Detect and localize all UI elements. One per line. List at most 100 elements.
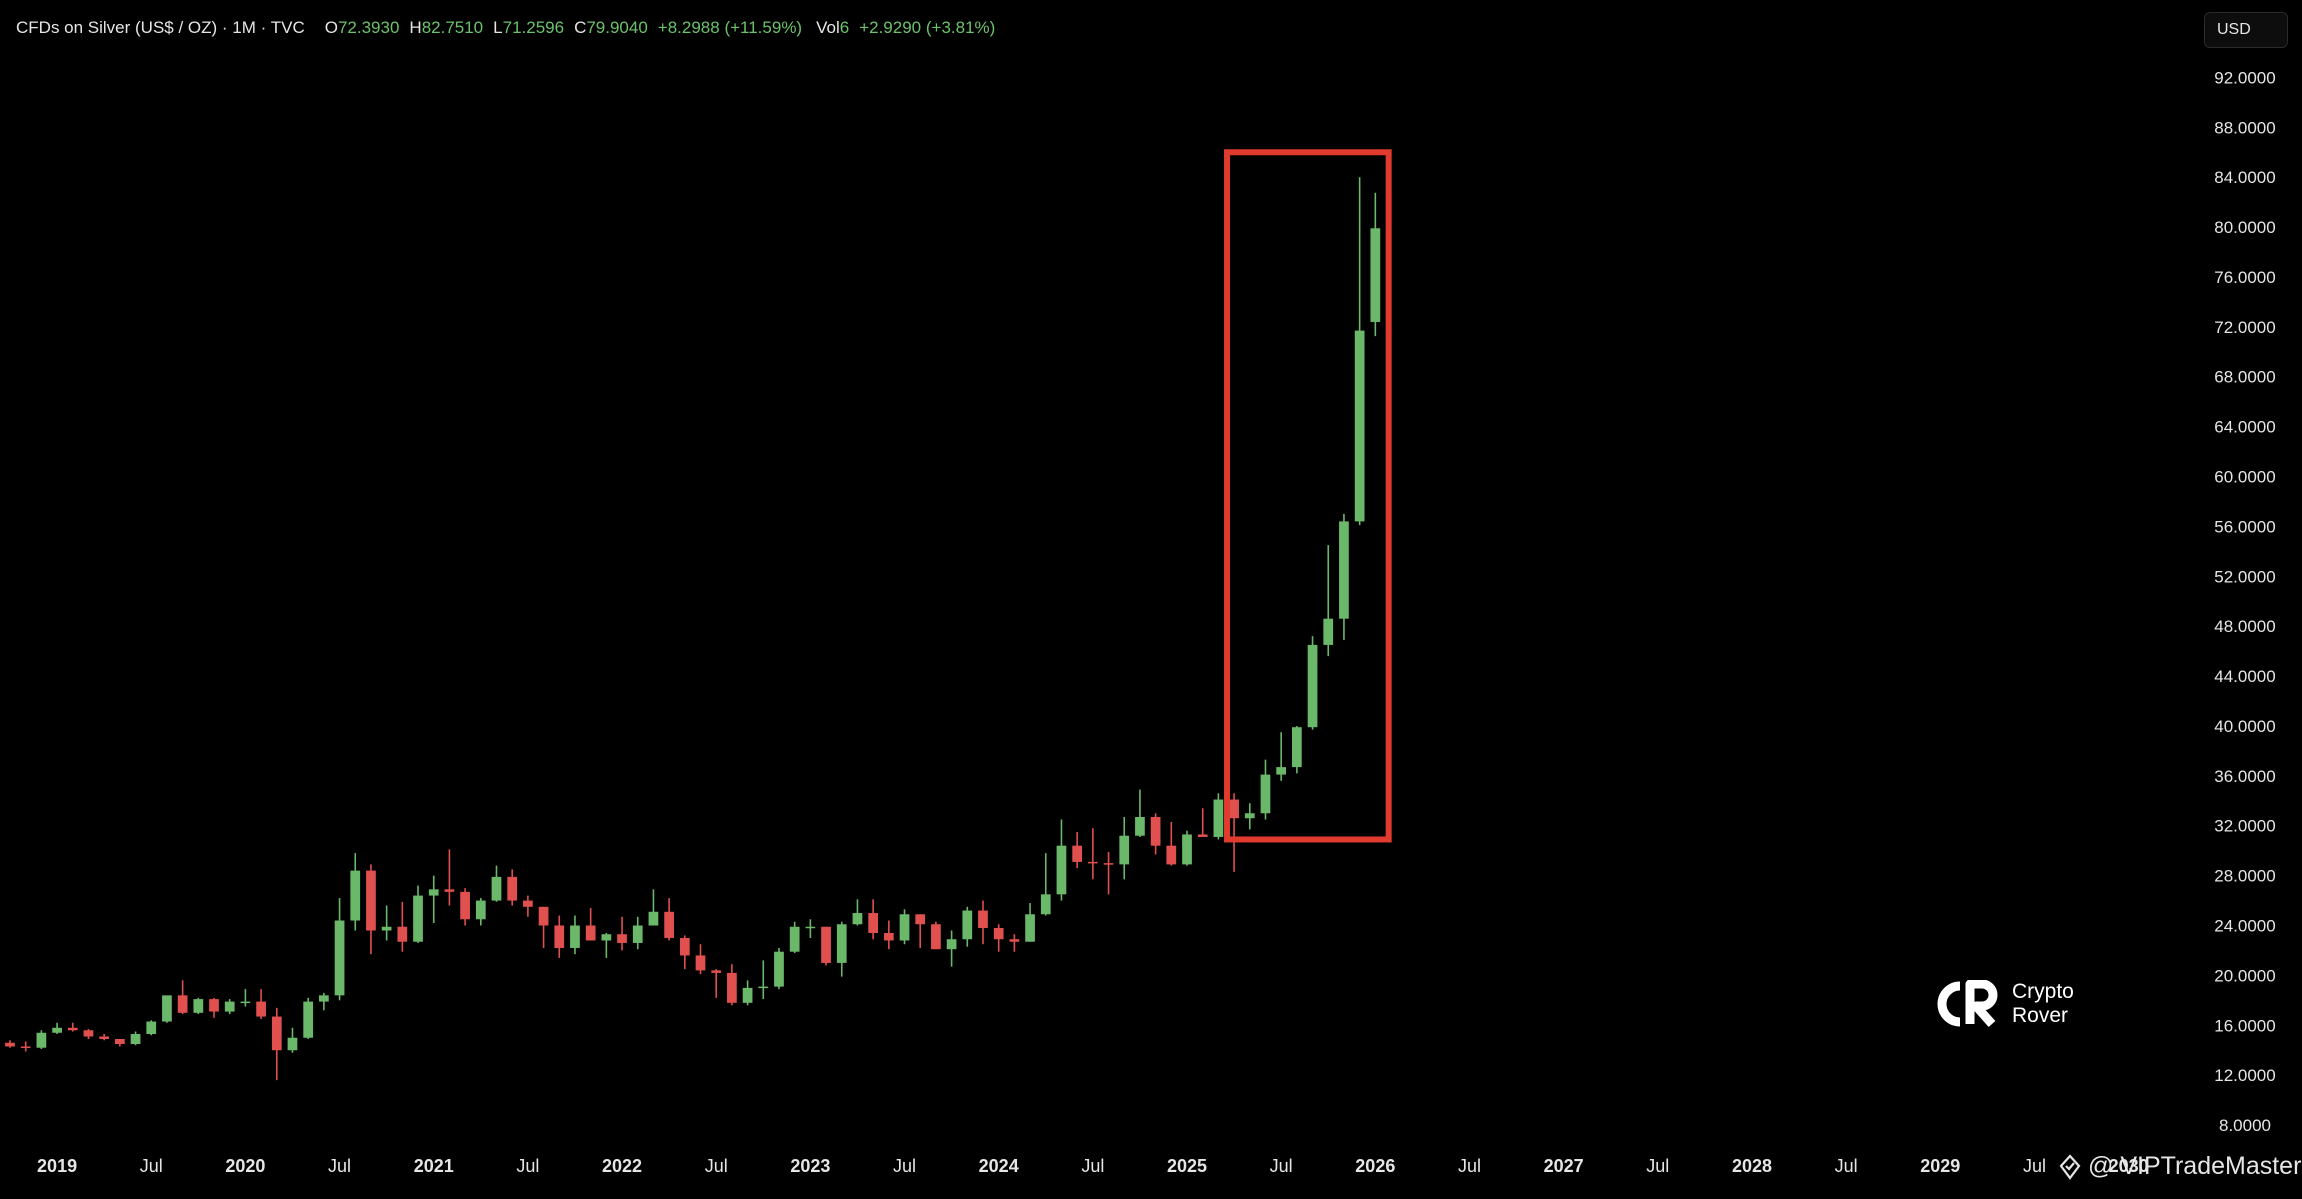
candle-body (915, 914, 926, 925)
candle[interactable] (334, 898, 345, 1001)
candle[interactable] (1072, 831, 1083, 869)
candle[interactable] (993, 924, 1004, 952)
candle[interactable] (727, 964, 737, 1006)
candle[interactable] (1244, 803, 1255, 830)
highlight-box[interactable] (1224, 149, 1392, 843)
candle[interactable] (1135, 789, 1145, 837)
candle[interactable] (1370, 192, 1381, 337)
currency-button[interactable]: USD (2204, 12, 2288, 48)
candle[interactable] (1339, 513, 1349, 640)
candle[interactable] (177, 980, 188, 1015)
candle[interactable] (413, 885, 423, 943)
candle[interactable] (1182, 830, 1192, 866)
candle[interactable] (20, 1041, 31, 1052)
candle[interactable] (1291, 725, 1302, 774)
candle[interactable] (1009, 934, 1020, 952)
candle[interactable] (1213, 793, 1224, 840)
candle[interactable] (695, 944, 706, 975)
candle[interactable] (915, 914, 926, 948)
candle[interactable] (303, 997, 314, 1039)
candle[interactable] (946, 930, 957, 967)
candle[interactable] (366, 864, 376, 955)
candle[interactable] (162, 995, 172, 1023)
candle[interactable] (931, 921, 941, 950)
open-value: 72.3930 (337, 18, 400, 37)
candle[interactable] (319, 992, 329, 1011)
candle[interactable] (1119, 817, 1130, 880)
candle[interactable] (774, 947, 784, 990)
candle[interactable] (1276, 732, 1287, 781)
price-axis[interactable]: 92.0000 88.0000 84.0000 80.0000 76.0000 72.00… (2214, 68, 2275, 1135)
candle[interactable] (648, 889, 659, 926)
candle[interactable] (52, 1022, 62, 1035)
candle[interactable] (570, 915, 580, 955)
candle[interactable] (1103, 851, 1114, 895)
candle[interactable] (460, 888, 470, 926)
candle[interactable] (883, 920, 894, 950)
candle[interactable] (523, 895, 533, 917)
candle[interactable] (868, 899, 879, 940)
candle[interactable] (381, 905, 392, 941)
time-axis[interactable]: 2019 Jul 2020 Jul 2021 Jul 2022 Jul 2023 Jul 2024 J… (37, 1156, 2149, 1176)
candle[interactable] (130, 1031, 141, 1046)
candle[interactable] (475, 898, 486, 926)
candle[interactable] (852, 899, 863, 926)
candle[interactable] (632, 916, 643, 950)
candle[interactable] (1150, 813, 1161, 855)
candle[interactable] (350, 853, 361, 931)
candle[interactable] (1307, 636, 1318, 730)
candle[interactable] (1197, 808, 1208, 837)
candle[interactable] (36, 1030, 47, 1049)
candle[interactable] (444, 849, 455, 906)
candle[interactable] (287, 1027, 298, 1053)
candle[interactable] (1025, 903, 1035, 942)
candle[interactable] (836, 921, 847, 977)
candle[interactable] (240, 989, 251, 1007)
candle[interactable] (99, 1034, 110, 1041)
candle[interactable] (491, 865, 502, 902)
symbol-title[interactable]: CFDs on Silver (US$ / OZ) · 1M · TVC (16, 18, 305, 37)
candle[interactable] (899, 909, 910, 945)
candle[interactable] (538, 906, 549, 948)
candle[interactable] (585, 908, 596, 941)
candle[interactable] (711, 969, 722, 998)
candle[interactable] (397, 901, 408, 952)
candle[interactable] (1323, 545, 1334, 657)
candle-body (1150, 817, 1161, 846)
time-tick-label: Jul (516, 1156, 539, 1176)
candle[interactable] (962, 906, 973, 947)
candle[interactable] (1229, 793, 1239, 872)
candle[interactable] (224, 999, 235, 1015)
candle[interactable] (1087, 828, 1098, 880)
candle[interactable] (256, 989, 266, 1020)
candle[interactable] (1166, 821, 1177, 866)
candle[interactable] (114, 1039, 125, 1047)
candle[interactable] (193, 997, 204, 1015)
candle[interactable] (209, 997, 219, 1018)
candle[interactable] (1056, 819, 1067, 901)
candle[interactable] (1260, 759, 1271, 820)
candle[interactable] (617, 916, 627, 951)
candle[interactable] (5, 1040, 15, 1048)
candle[interactable] (271, 1007, 282, 1081)
candle[interactable] (789, 921, 800, 953)
candle[interactable] (1040, 853, 1051, 916)
candle[interactable] (664, 898, 674, 941)
candle[interactable] (428, 875, 439, 924)
candle[interactable] (67, 1022, 78, 1032)
candle[interactable] (554, 915, 565, 958)
candle[interactable] (742, 980, 753, 1006)
candle[interactable] (805, 919, 816, 938)
candle[interactable] (978, 900, 988, 945)
candle[interactable] (821, 926, 831, 966)
candle[interactable] (601, 932, 612, 958)
price-tick-label: 80.0000 (2214, 218, 2275, 237)
candle[interactable] (507, 869, 518, 906)
candle[interactable] (146, 1020, 157, 1036)
candle[interactable] (83, 1029, 94, 1039)
candle[interactable] (679, 935, 690, 970)
candle[interactable] (1354, 177, 1365, 526)
candle[interactable] (758, 960, 769, 1000)
